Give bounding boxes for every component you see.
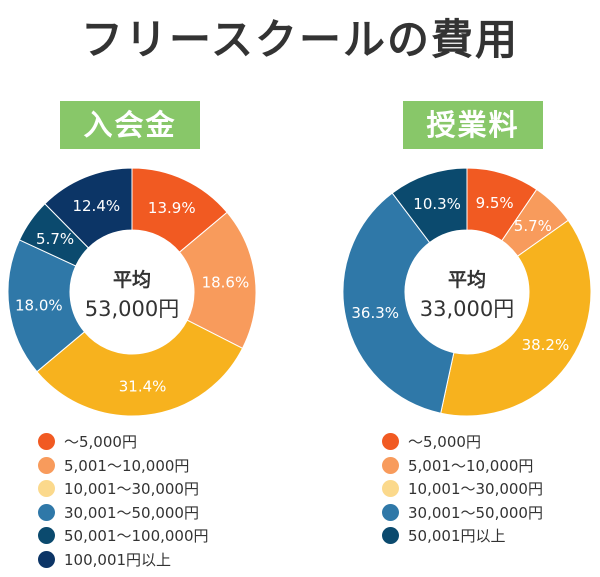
slice-data-label: 5.7% [514,217,552,235]
legend-item: 5,001〜10,000円 [38,454,209,478]
legend-item: 5,001〜10,000円 [382,454,543,478]
legend-swatch [38,550,55,568]
donut-slice [440,219,592,417]
legend-swatch [382,433,399,451]
legend-label: 10,001〜30,000円 [408,480,543,499]
donut-slice [342,192,455,414]
legend-item: 30,001〜50,000円 [38,501,209,525]
legend-swatch [382,456,399,474]
legend-swatch [38,433,55,451]
legend-swatch [38,456,55,474]
legend-swatch [38,480,55,498]
center-label: 平均 [113,268,151,291]
donut-chart-enrollment-fee: 13.9% 18.6% 31.4% 18.0% 5.7% 12.4% 平均 53,000円 [7,167,257,417]
legend-label: 30,001〜50,000円 [408,503,543,522]
legend-label: 5,001〜10,000円 [408,456,534,475]
legend-label: 〜5,000円 [64,433,137,452]
donut-chart-tuition: 9.5%5.7% 38.2% 36.3% 10.3% 平均 33,000円 [342,167,592,417]
donut-slice [36,319,244,417]
legend-label: 5,001〜10,000円 [64,456,190,475]
legend-label: 30,001〜50,000円 [64,503,199,522]
slice-data-label: 5.7% [36,230,74,248]
slice-data-label: 13.9% [148,199,196,217]
slice-data-label: 10.3% [413,195,461,213]
legend-label: 〜5,000円 [408,433,481,452]
legend-label: 10,001〜30,000円 [64,480,199,499]
donut-slice [391,167,468,244]
slice-data-label: 9.5% [476,194,514,212]
slice-data-label: 18.6% [202,273,250,291]
legend-item: 10,001〜30,000円 [382,477,543,501]
page-title: フリースクールの費用 [81,15,519,64]
legend-item: 50,001〜100,000円 [38,524,209,548]
legend-label: 50,001円以上 [408,527,506,546]
slice-data-label: 12.4% [72,197,120,215]
slice-data-label: 31.4% [119,377,167,395]
legend-swatch [382,480,399,498]
legend-swatch [38,527,55,545]
slice-data-label: 36.3% [351,304,399,322]
legend-item: 100,001円以上 [38,548,209,572]
slice-data-label: 38.2% [522,336,570,354]
center-label: 平均 [448,268,486,291]
legend-swatch [382,527,399,545]
legend-item: 30,001〜50,000円 [382,501,543,525]
chart-title-tuition: 授業料 [403,101,543,149]
legend-label: 100,001円以上 [64,550,172,569]
legend-swatch [382,503,399,521]
chart-title-enrollment-fee: 入会金 [60,101,200,149]
legend-item: 50,001円以上 [382,524,543,548]
legend-item: 10,001〜30,000円 [38,477,209,501]
donut-slice [44,167,133,249]
legend-enrollment-fee: 〜5,000円 5,001〜10,000円 10,001〜30,000円 30,001… [38,430,209,571]
center-value: 33,000円 [420,297,514,321]
legend-item: 〜5,000円 [382,430,543,454]
center-value: 53,000円 [85,297,179,321]
legend-tuition: 〜5,000円 5,001〜10,000円 10,001〜30,000円 30,001… [382,430,543,548]
donut-slice [7,239,86,373]
legend-swatch [38,503,55,521]
slice-data-label: 18.0% [15,296,63,314]
legend-item: 〜5,000円 [38,430,209,454]
legend-label: 50,001〜100,000円 [64,527,209,546]
